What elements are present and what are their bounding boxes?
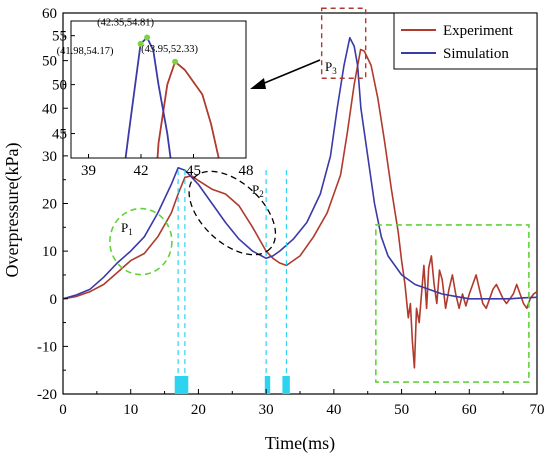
legend-simulation-label: Simulation [443, 46, 509, 62]
inset-simulation-line [124, 35, 172, 158]
guide-lines-group [174, 170, 290, 394]
legend: Experiment Simulation [393, 12, 538, 70]
arrow-head [250, 78, 266, 89]
inset-point-label: (41.98,54.17) [57, 46, 114, 57]
inset-ticks-group: 39 42 45 48 45 50 55 [52, 29, 254, 179]
inset-point-marker [137, 40, 144, 47]
cyan-time-marker [174, 376, 189, 394]
inset-y-tick-label: 50 [52, 78, 67, 94]
y-tick-label: 60 [42, 6, 57, 22]
p3-box [320, 7, 367, 79]
region-label-p3: P3 [325, 59, 337, 76]
y-tick-label: 0 [50, 292, 58, 308]
p1-circle [109, 207, 173, 276]
arrow-shaft [261, 59, 321, 85]
main-series-group [62, 36, 538, 369]
y-tick-label: 20 [42, 197, 57, 213]
y-tick-label: -10 [37, 339, 57, 355]
x-tick-label: 10 [123, 402, 138, 418]
p2-ellipse [188, 170, 277, 256]
x-tick-label: 40 [326, 402, 341, 418]
x-tick-label: 50 [394, 402, 409, 418]
cyan-time-marker [264, 376, 271, 394]
experiment-series-line [62, 48, 538, 369]
x-tick-label: 0 [59, 402, 67, 418]
cyan-time-marker [282, 376, 290, 394]
inset-x-tick-label: 42 [134, 163, 149, 179]
x-tick-label: 20 [191, 402, 206, 418]
highlight-overlays [109, 7, 530, 383]
inset-x-tick-label: 39 [81, 163, 96, 179]
y-axis-title: Overpressure(kPa) [2, 143, 23, 278]
y-tick-label: -20 [37, 387, 57, 403]
inset-y-tick-label: 45 [52, 127, 67, 143]
region-label-p2: P2 [252, 182, 264, 199]
inset-annotations-group: (42.35,54.81) (41.98,54.17) (43.95,52.33) [57, 18, 198, 65]
legend-experiment-label: Experiment [443, 23, 514, 39]
pointer-arrow [250, 59, 321, 89]
region-label-p1: P1 [121, 220, 133, 237]
inset-series-group [124, 35, 220, 158]
inset-x-tick-label: 48 [239, 163, 254, 179]
inset-chart: 39 42 45 48 45 50 55 (42.35,54.81) (41.98,54.17… [52, 18, 254, 179]
inset-point-label: (43.95,52.33) [141, 44, 198, 55]
x-axis-title: Time(ms) [265, 433, 335, 454]
oscillation-box [375, 224, 530, 383]
inset-y-tick-label: 55 [52, 29, 67, 45]
inset-frame [70, 20, 247, 159]
simulation-series-line [62, 36, 538, 300]
x-tick-label: 70 [530, 402, 545, 418]
y-tick-label: 40 [42, 101, 57, 117]
y-tick-label: 10 [42, 244, 57, 260]
inset-experiment-line [156, 60, 220, 158]
x-tick-label: 30 [259, 402, 274, 418]
x-tick-label: 60 [462, 402, 477, 418]
y-tick-label: 50 [42, 54, 57, 70]
inset-point-marker [144, 34, 151, 41]
legend-box [393, 12, 538, 70]
inset-point-marker [172, 58, 179, 65]
inset-point-label: (42.35,54.81) [97, 18, 154, 29]
inset-x-tick-label: 45 [186, 163, 201, 179]
y-tick-label: 30 [42, 149, 57, 165]
axis-ticks-group: 0 10 20 30 40 50 60 70 -20 -10 0 10 20 30 40 50 60 [37, 6, 545, 418]
